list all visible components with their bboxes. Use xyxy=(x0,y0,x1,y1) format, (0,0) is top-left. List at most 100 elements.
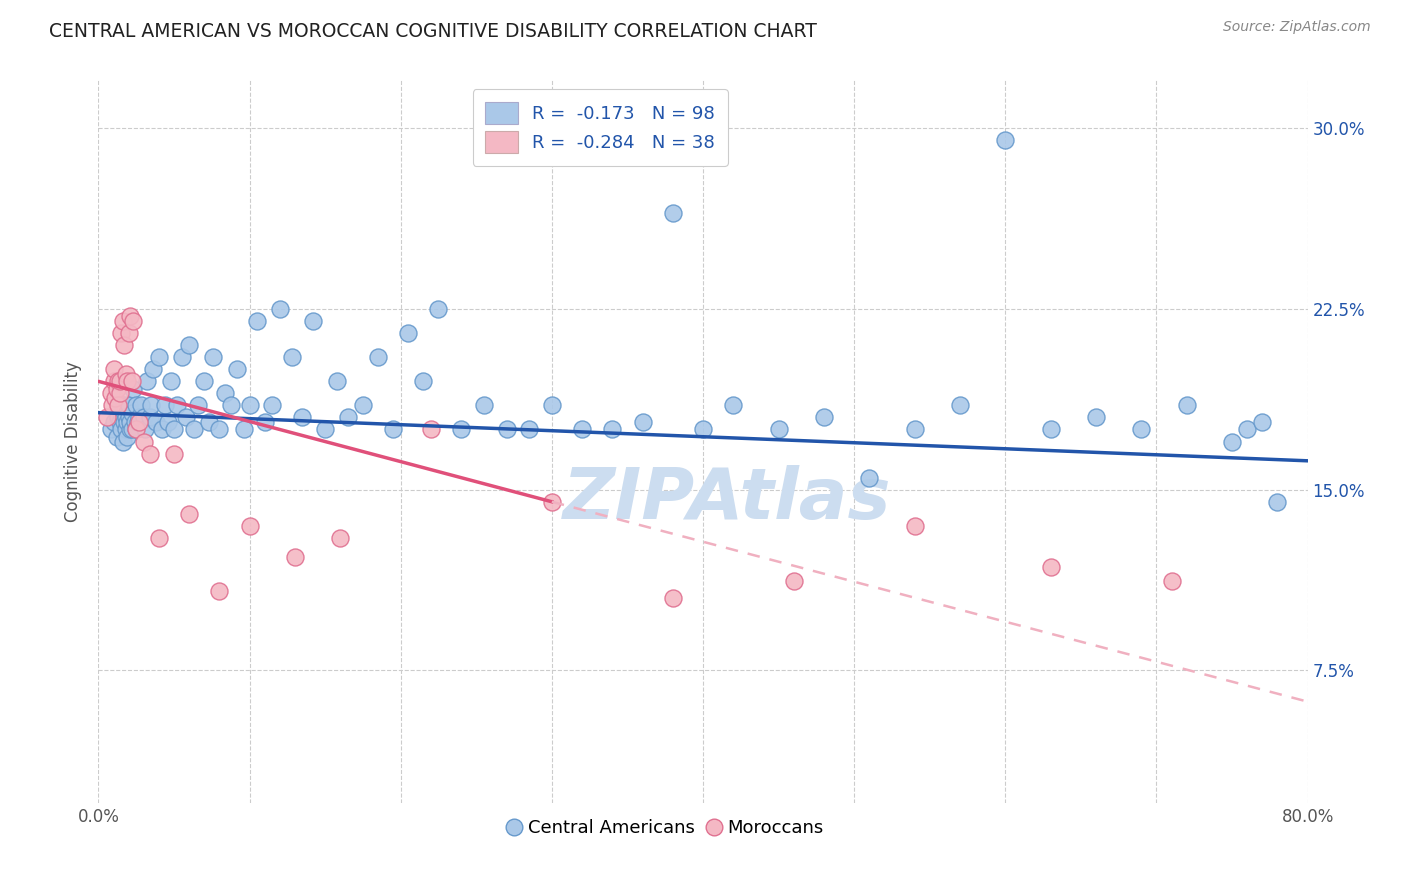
Point xyxy=(160,374,183,388)
Point xyxy=(1251,415,1274,429)
Point xyxy=(153,398,176,412)
Point xyxy=(148,350,170,364)
Point xyxy=(122,382,145,396)
Point xyxy=(112,415,135,429)
Point xyxy=(107,410,129,425)
Point xyxy=(114,410,136,425)
Point xyxy=(120,422,142,436)
Point xyxy=(291,410,314,425)
Point xyxy=(156,415,179,429)
Point xyxy=(107,398,129,412)
Point xyxy=(104,391,127,405)
Point xyxy=(103,415,125,429)
Y-axis label: Cognitive Disability: Cognitive Disability xyxy=(65,361,83,522)
Point xyxy=(427,301,450,317)
Point xyxy=(100,386,122,401)
Point xyxy=(108,386,131,401)
Point xyxy=(813,410,835,425)
Point xyxy=(163,422,186,436)
Point xyxy=(115,430,138,444)
Point xyxy=(111,314,134,328)
Point xyxy=(602,422,624,436)
Point xyxy=(114,367,136,381)
Point xyxy=(571,422,593,436)
Point xyxy=(112,338,135,352)
Point xyxy=(450,422,472,436)
Point xyxy=(208,583,231,598)
Point xyxy=(166,398,188,412)
Point xyxy=(183,422,205,436)
Point xyxy=(396,326,419,340)
Point xyxy=(111,403,134,417)
Point xyxy=(214,386,236,401)
Point xyxy=(101,398,124,412)
Point xyxy=(1085,410,1108,425)
Point xyxy=(148,531,170,545)
Point xyxy=(314,422,336,436)
Point xyxy=(120,310,142,324)
Point xyxy=(329,531,352,545)
Point xyxy=(239,518,262,533)
Point xyxy=(187,398,209,412)
Point xyxy=(141,398,163,412)
Point xyxy=(96,410,118,425)
Point xyxy=(472,398,495,412)
Point xyxy=(174,410,197,425)
Point xyxy=(858,470,880,484)
Point xyxy=(302,314,325,328)
Point xyxy=(124,415,146,429)
Point xyxy=(253,415,276,429)
Point xyxy=(269,301,291,317)
Point xyxy=(517,422,540,436)
Point xyxy=(352,398,374,412)
Point xyxy=(284,550,307,565)
Point xyxy=(115,415,138,429)
Point xyxy=(103,362,125,376)
Point xyxy=(139,446,162,460)
Point xyxy=(110,422,132,436)
Point xyxy=(1039,559,1062,574)
Point xyxy=(904,518,927,533)
Point xyxy=(128,410,150,425)
Point xyxy=(382,422,405,436)
Point xyxy=(336,410,359,425)
Point xyxy=(904,422,927,436)
Point xyxy=(193,374,215,388)
Point xyxy=(420,422,443,436)
Point xyxy=(127,415,149,429)
Point xyxy=(179,338,201,352)
Point xyxy=(132,410,155,425)
Point xyxy=(163,446,186,460)
Point xyxy=(723,398,745,412)
Point xyxy=(120,415,142,429)
Point xyxy=(103,374,125,388)
Legend: Central Americans, Moroccans: Central Americans, Moroccans xyxy=(503,812,831,845)
Point xyxy=(208,422,231,436)
Point xyxy=(107,398,129,412)
Point xyxy=(226,362,249,376)
Point xyxy=(262,398,284,412)
Point xyxy=(179,507,201,521)
Point xyxy=(495,422,517,436)
Point xyxy=(232,422,254,436)
Point xyxy=(692,422,714,436)
Point xyxy=(1175,398,1198,412)
Text: ZIPAtlas: ZIPAtlas xyxy=(562,465,891,533)
Point xyxy=(1160,574,1182,589)
Point xyxy=(145,415,167,429)
Point xyxy=(125,398,148,412)
Point xyxy=(100,422,122,436)
Point xyxy=(110,326,132,340)
Point xyxy=(128,415,150,429)
Point xyxy=(114,422,136,436)
Point xyxy=(1130,422,1153,436)
Point xyxy=(125,422,148,436)
Point xyxy=(108,374,131,388)
Point xyxy=(1039,422,1062,436)
Point xyxy=(540,398,562,412)
Point xyxy=(118,326,141,340)
Point xyxy=(142,362,165,376)
Point xyxy=(783,574,806,589)
Point xyxy=(122,314,145,328)
Point xyxy=(111,434,134,449)
